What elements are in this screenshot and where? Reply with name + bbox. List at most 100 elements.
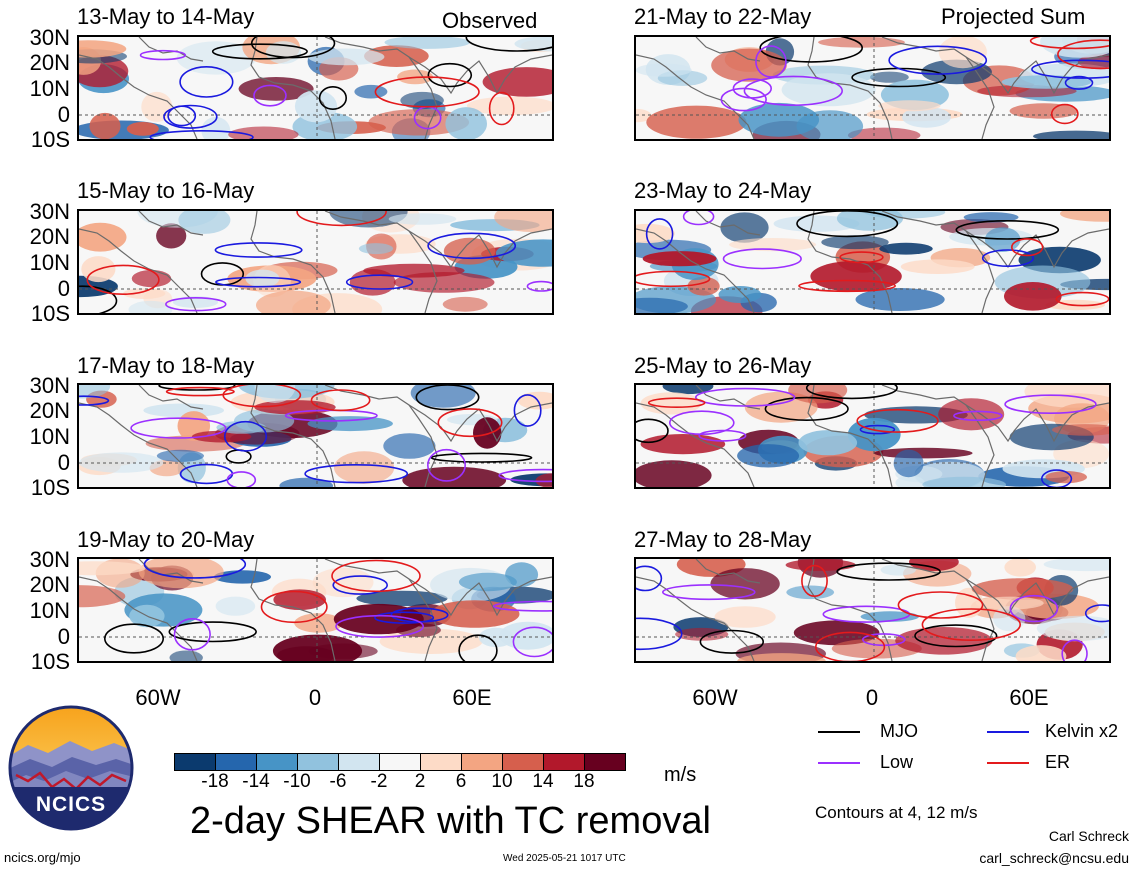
er-contour bbox=[310, 389, 371, 412]
shear-anomaly-shading bbox=[294, 90, 338, 123]
shear-anomaly-shading bbox=[720, 212, 769, 243]
kelvin-contour bbox=[1031, 59, 1109, 79]
ncics-logo: NCICS bbox=[8, 705, 134, 831]
mjo-contour bbox=[805, 385, 898, 400]
lon-label-60w: 60W bbox=[692, 685, 738, 710]
legend-line-kelvin bbox=[987, 731, 1029, 733]
lat-label-10s: 10S bbox=[30, 301, 70, 326]
lon-label-60e: 60E bbox=[452, 685, 492, 710]
shear-anomaly-shading bbox=[737, 653, 826, 661]
legend-line-mjo bbox=[818, 731, 860, 733]
shear-anomaly-shading bbox=[821, 235, 889, 250]
er-contour bbox=[798, 279, 896, 293]
kelvin-contour bbox=[179, 66, 234, 98]
shear-anomaly-shading bbox=[963, 212, 1019, 223]
shear-anomaly-shading bbox=[737, 444, 800, 468]
map-panel-5 bbox=[634, 35, 1111, 141]
low-contour bbox=[492, 600, 552, 612]
legend-label-low: Low bbox=[880, 752, 914, 772]
coastline bbox=[138, 211, 204, 236]
colorbar-swatch bbox=[543, 753, 585, 771]
shear-anomaly-shading bbox=[662, 385, 714, 395]
er-contour bbox=[488, 91, 515, 126]
shear-anomaly-shading bbox=[975, 596, 1044, 610]
lat-label-30n: 30N bbox=[29, 547, 70, 572]
kelvin-contour bbox=[167, 105, 197, 127]
low-contour bbox=[669, 410, 735, 436]
shear-anomaly-shading bbox=[238, 77, 314, 101]
lat-label-30n: 30N bbox=[29, 199, 70, 224]
shear-anomaly-shading bbox=[368, 109, 470, 136]
shear-anomaly-shading bbox=[354, 84, 388, 99]
shear-anomaly-shading bbox=[798, 430, 858, 456]
legend-line-low bbox=[818, 762, 860, 764]
lon-label-0: 0 bbox=[865, 685, 879, 710]
shear-anomaly-shading bbox=[442, 296, 488, 312]
shear-anomaly-shading bbox=[499, 621, 552, 650]
legend-label-er: ER bbox=[1045, 752, 1071, 772]
er-contour bbox=[222, 385, 302, 408]
shear-anomaly-shading bbox=[900, 259, 975, 274]
er-contour bbox=[331, 559, 421, 593]
footer-url: ncics.org/mjo bbox=[4, 850, 81, 865]
panel-title-5: 21-May to 22-May bbox=[634, 4, 812, 29]
shear-anomaly-shading bbox=[870, 71, 909, 83]
mjo-contour bbox=[158, 385, 236, 391]
lat-label-0: 0 bbox=[57, 102, 70, 127]
shear-anomaly-shading bbox=[473, 417, 502, 449]
shear-anomaly-shading bbox=[334, 451, 395, 484]
colorbar-tick-label: 2 bbox=[414, 771, 426, 792]
kelvin-contour bbox=[513, 394, 542, 427]
shear-anomaly-shading bbox=[1052, 424, 1109, 436]
map-canvas bbox=[636, 385, 1109, 487]
lat-label-20n: 20N bbox=[29, 50, 70, 75]
shear-anomaly-shading bbox=[294, 613, 344, 633]
lat-label-10n: 10N bbox=[29, 424, 70, 449]
shear-anomaly-shading bbox=[176, 41, 256, 75]
er-contour bbox=[1050, 103, 1079, 125]
shear-anomaly-shading bbox=[143, 403, 224, 418]
map-canvas bbox=[636, 211, 1109, 313]
shear-anomaly-shading bbox=[971, 578, 1074, 600]
coastline bbox=[79, 228, 198, 313]
er-contour bbox=[260, 590, 328, 624]
shear-anomaly-shading bbox=[810, 260, 902, 292]
shear-anomaly-shading bbox=[329, 211, 408, 228]
shear-anomaly-shading bbox=[307, 416, 393, 432]
coastline bbox=[965, 228, 1109, 269]
panel-tag-projected: Projected Sum bbox=[941, 4, 1086, 29]
shear-anomaly-shading bbox=[909, 559, 959, 572]
mjo-contour bbox=[699, 629, 765, 654]
shear-anomaly-shading bbox=[818, 37, 905, 48]
coastline bbox=[636, 228, 755, 313]
coastline bbox=[807, 385, 893, 487]
colorbar-tick-label: -14 bbox=[242, 771, 270, 792]
shear-anomaly-shading bbox=[640, 434, 726, 455]
er-contour bbox=[437, 408, 503, 438]
contours-note: Contours at 4, 12 m/s bbox=[815, 803, 978, 822]
kelvin-contour bbox=[143, 559, 247, 579]
map-canvas bbox=[79, 211, 552, 313]
kelvin-contour bbox=[223, 420, 268, 452]
coastline bbox=[636, 576, 755, 661]
shear-anomaly-shading bbox=[172, 296, 219, 308]
kelvin-contour bbox=[215, 276, 302, 288]
coastline bbox=[250, 559, 336, 661]
shear-anomaly-shading bbox=[642, 251, 717, 267]
colorbar-unit: m/s bbox=[664, 764, 697, 786]
footer-timestamp: Wed 2025-05-21 1017 UTC bbox=[503, 853, 626, 864]
shear-anomaly-shading bbox=[938, 37, 987, 69]
mjo-contour bbox=[415, 385, 480, 411]
er-contour bbox=[1055, 291, 1109, 307]
shear-anomaly-shading bbox=[1060, 211, 1109, 222]
low-contour bbox=[165, 296, 227, 312]
colorbar-tick-label: 6 bbox=[455, 771, 467, 792]
mjo-contour bbox=[955, 219, 1060, 240]
kelvin-contour bbox=[888, 45, 988, 75]
shear-anomaly-shading bbox=[402, 466, 507, 487]
er-contour bbox=[801, 564, 828, 597]
shear-anomaly-shading bbox=[443, 237, 496, 265]
coastline bbox=[636, 402, 755, 487]
panel-tag-observed: Observed bbox=[442, 8, 538, 33]
legend-label-mjo: MJO bbox=[880, 721, 918, 741]
